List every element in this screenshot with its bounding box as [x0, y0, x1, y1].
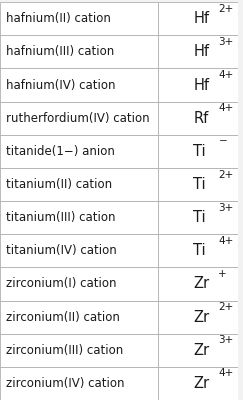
Bar [158, 68, 238, 102]
Bar [158, 102, 238, 135]
Text: 3+: 3+ [218, 203, 234, 213]
Bar [158, 300, 238, 334]
Bar [158, 168, 238, 201]
Text: hafnium(IV) cation: hafnium(IV) cation [6, 78, 115, 92]
Text: Ti: Ti [193, 210, 206, 225]
Text: 2+: 2+ [218, 302, 234, 312]
Bar [158, 267, 238, 300]
Bar [0, 267, 158, 300]
Text: Ti: Ti [193, 177, 206, 192]
Text: Hf: Hf [193, 44, 209, 59]
Text: titanide(1−) anion: titanide(1−) anion [6, 145, 115, 158]
Text: 2+: 2+ [218, 4, 234, 14]
Text: Ti: Ti [193, 243, 206, 258]
Text: Zr: Zr [193, 376, 209, 391]
Text: 3+: 3+ [218, 37, 234, 47]
Text: hafnium(II) cation: hafnium(II) cation [6, 12, 111, 25]
Text: 4+: 4+ [218, 368, 234, 378]
Text: Hf: Hf [193, 11, 209, 26]
Bar [0, 334, 158, 367]
Bar [0, 2, 158, 35]
Bar [158, 367, 238, 400]
Bar [0, 35, 158, 68]
Text: −: − [218, 136, 227, 146]
Bar [158, 234, 238, 267]
Text: zirconium(I) cation: zirconium(I) cation [6, 278, 116, 290]
Bar [0, 102, 158, 135]
Text: Hf: Hf [193, 78, 209, 92]
Text: hafnium(III) cation: hafnium(III) cation [6, 45, 114, 58]
Bar [0, 201, 158, 234]
Text: titanium(III) cation: titanium(III) cation [6, 211, 115, 224]
Bar [158, 334, 238, 367]
Text: Rf: Rf [193, 111, 209, 126]
Text: zirconium(II) cation: zirconium(II) cation [6, 311, 120, 324]
Bar [0, 168, 158, 201]
Text: rutherfordium(IV) cation: rutherfordium(IV) cation [6, 112, 150, 125]
Text: Zr: Zr [193, 343, 209, 358]
Text: 2+: 2+ [218, 170, 234, 180]
Text: +: + [218, 269, 227, 279]
Text: 4+: 4+ [218, 70, 234, 80]
Bar [0, 234, 158, 267]
Bar [158, 201, 238, 234]
Text: zirconium(IV) cation: zirconium(IV) cation [6, 377, 124, 390]
Bar [158, 35, 238, 68]
Text: Ti: Ti [193, 144, 206, 159]
Text: Zr: Zr [193, 276, 209, 292]
Text: Zr: Zr [193, 310, 209, 325]
Text: titanium(IV) cation: titanium(IV) cation [6, 244, 117, 257]
Bar [0, 300, 158, 334]
Bar [158, 2, 238, 35]
Text: 4+: 4+ [218, 236, 234, 246]
Bar [0, 135, 158, 168]
Text: 4+: 4+ [218, 103, 234, 113]
Text: titanium(II) cation: titanium(II) cation [6, 178, 112, 191]
Text: 3+: 3+ [218, 335, 234, 345]
Bar [158, 135, 238, 168]
Bar [0, 68, 158, 102]
Bar [0, 367, 158, 400]
Text: zirconium(III) cation: zirconium(III) cation [6, 344, 123, 357]
